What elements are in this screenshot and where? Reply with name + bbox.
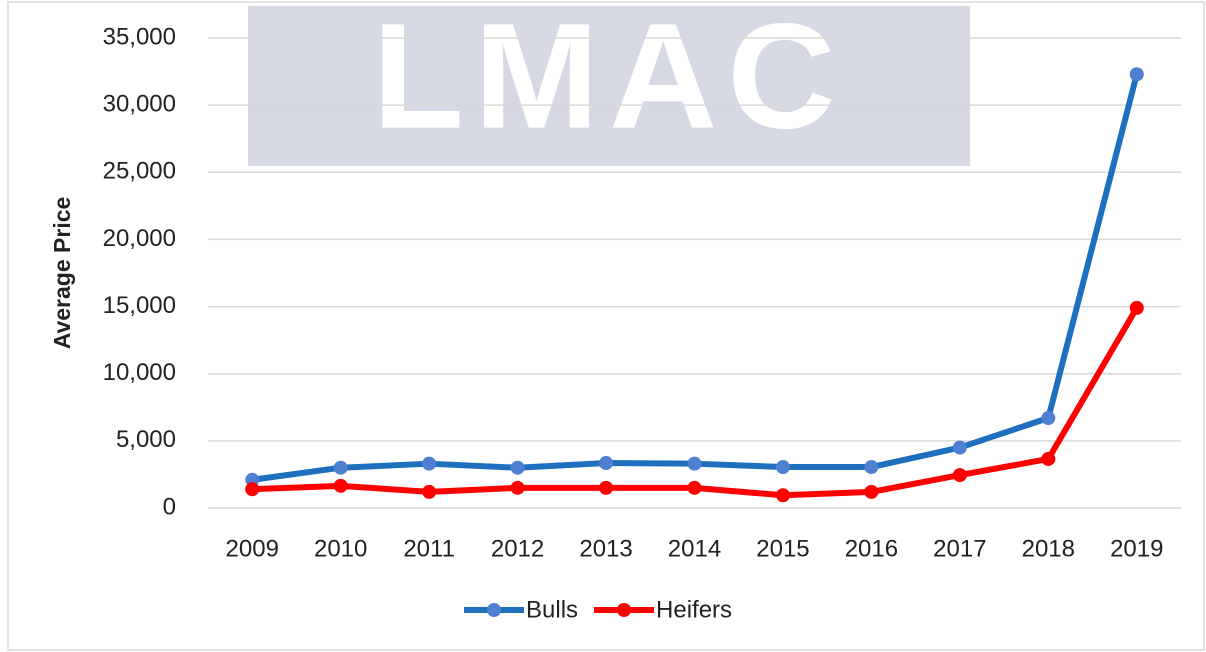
point (334, 479, 348, 493)
point (334, 461, 348, 475)
point (422, 485, 436, 499)
x-tick-label: 2017 (933, 535, 986, 562)
x-tick-label: 2015 (756, 535, 809, 562)
x-tick-label: 2019 (1110, 535, 1163, 562)
point (776, 460, 790, 474)
point (1130, 301, 1144, 315)
y-tick-label: 30,000 (103, 90, 176, 117)
point (688, 481, 702, 495)
legend-label: Bulls (526, 596, 578, 623)
point (1130, 67, 1144, 81)
point (599, 481, 613, 495)
x-tick-label: 2011 (403, 535, 455, 562)
y-tick-label: 15,000 (103, 292, 176, 319)
y-tick-label: 10,000 (103, 359, 176, 386)
point (776, 488, 790, 502)
watermark: LMAC (372, 0, 845, 160)
point (245, 482, 259, 496)
legend-marker (617, 603, 631, 617)
x-tick-label: 2016 (845, 535, 898, 562)
point (1041, 411, 1055, 425)
x-tick-label: 2014 (668, 535, 721, 562)
point (1041, 452, 1055, 466)
x-tick-label: 2009 (226, 535, 279, 562)
point (953, 468, 967, 482)
point (688, 457, 702, 471)
legend-marker (487, 603, 501, 617)
x-tick-label: 2012 (491, 535, 544, 562)
y-tick-label: 5,000 (116, 426, 176, 453)
y-axis-label: Average Price (49, 197, 75, 350)
x-tick-label: 2010 (314, 535, 367, 562)
point (599, 456, 613, 470)
point (864, 485, 878, 499)
y-tick-label: 0 (163, 493, 176, 520)
y-tick-label: 20,000 (103, 225, 176, 252)
y-tick-label: 35,000 (103, 23, 176, 50)
point (422, 457, 436, 471)
y-tick-label: 25,000 (103, 158, 176, 185)
point (864, 460, 878, 474)
chart: LMAC Average Price 0 5,000 10,000 15,000 20,… (0, 0, 1206, 652)
point (511, 461, 525, 475)
point (511, 481, 525, 495)
x-tick-label: 2018 (1022, 535, 1075, 562)
point (953, 441, 967, 455)
x-tick-label: 2013 (579, 535, 632, 562)
legend-label: Heifers (656, 596, 732, 623)
